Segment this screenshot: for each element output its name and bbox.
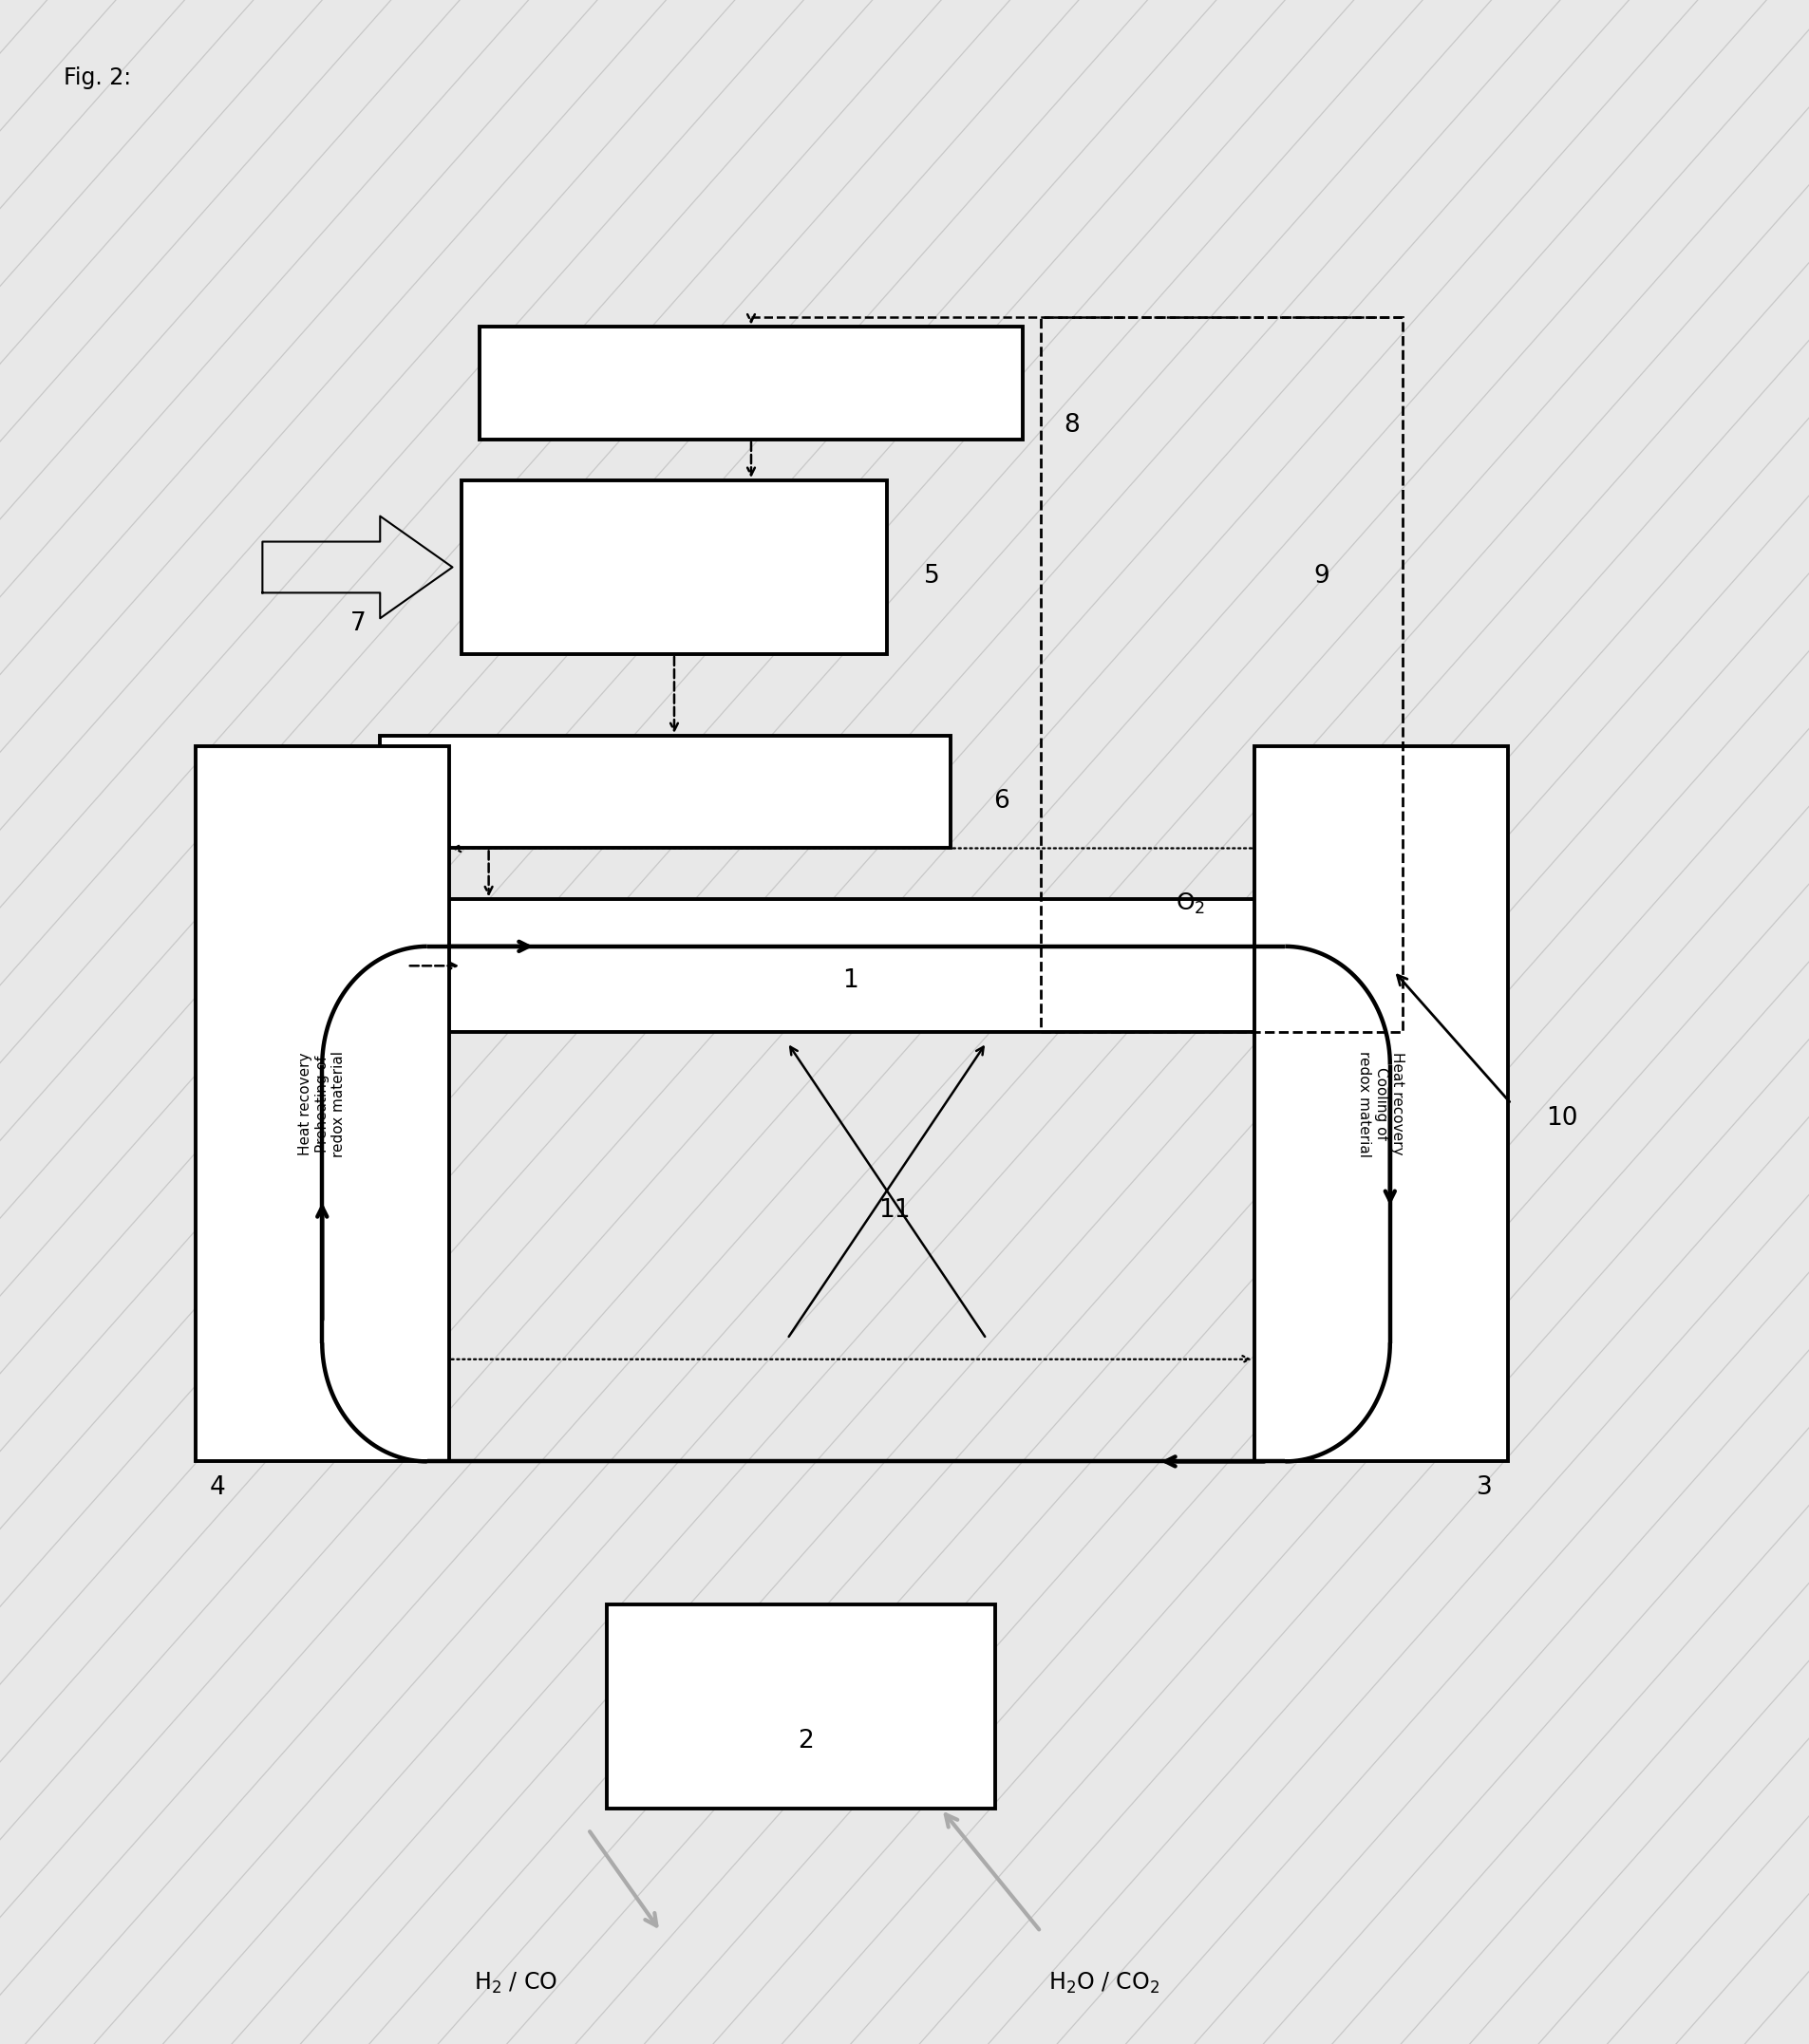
- Text: 4: 4: [210, 1476, 224, 1500]
- Text: 7: 7: [351, 611, 365, 636]
- Bar: [461, 480, 886, 654]
- Bar: [1040, 317, 1402, 1032]
- Bar: [443, 899, 1257, 1032]
- Text: 11: 11: [877, 1198, 910, 1222]
- Text: 3: 3: [1476, 1476, 1491, 1500]
- Text: 10: 10: [1545, 1106, 1577, 1130]
- Text: Fig. 2:: Fig. 2:: [63, 65, 130, 90]
- Text: O$_2$: O$_2$: [1176, 891, 1205, 916]
- Text: 2: 2: [798, 1729, 812, 1754]
- Bar: [195, 746, 449, 1461]
- Text: 1: 1: [843, 969, 857, 993]
- Bar: [479, 327, 1022, 439]
- Text: 9: 9: [1313, 564, 1328, 589]
- Text: Heat recovery
Cooling of
redox material: Heat recovery Cooling of redox material: [1357, 1051, 1404, 1157]
- Text: 6: 6: [993, 789, 1008, 814]
- Text: Heat recovery
Preheating of
redox material: Heat recovery Preheating of redox materi…: [298, 1051, 346, 1157]
- Bar: [606, 1605, 995, 1809]
- Text: 5: 5: [924, 564, 939, 589]
- Text: H$_2$ / CO: H$_2$ / CO: [474, 1970, 557, 1995]
- Text: 8: 8: [1064, 413, 1078, 437]
- Bar: [1254, 746, 1507, 1461]
- Bar: [380, 736, 950, 848]
- Text: H$_2$O / CO$_2$: H$_2$O / CO$_2$: [1047, 1970, 1160, 1995]
